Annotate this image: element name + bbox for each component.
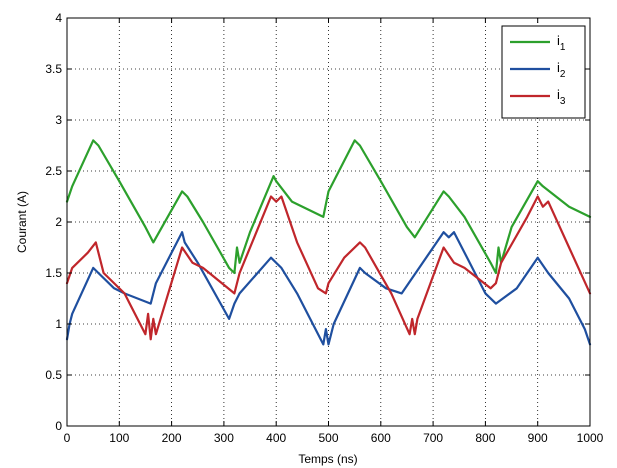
x-tick-label: 400: [266, 431, 286, 445]
y-tick-label: 4: [55, 11, 62, 25]
y-tick-label: 1.5: [45, 266, 62, 280]
y-tick-label: 3.5: [45, 62, 62, 76]
series-line-i2: [65, 231, 592, 346]
legend-label-i2: i2: [557, 60, 566, 80]
x-tick-label: 700: [423, 431, 443, 445]
x-tick-label: 200: [162, 431, 182, 445]
series-line-i3: [65, 195, 592, 341]
x-tick-label: 1000: [577, 431, 604, 445]
x-tick-label: 0: [64, 431, 71, 445]
legend-box: [501, 25, 586, 119]
x-tick-label: 800: [475, 431, 495, 445]
legend-label-i3: i3: [557, 87, 566, 107]
x-axis-title: Temps (ns): [298, 452, 357, 466]
y-tick-label: 2.5: [45, 164, 62, 178]
x-tick-label: 600: [371, 431, 391, 445]
y-tick-label: 3: [55, 113, 62, 127]
x-tick-label: 100: [109, 431, 129, 445]
x-tick-label: 300: [214, 431, 234, 445]
legend: i1 i2 i3: [501, 25, 586, 119]
x-tick-label: 500: [318, 431, 338, 445]
legend-label-i1: i1: [557, 33, 566, 53]
y-tick-label: 0: [55, 419, 62, 433]
y-axis-title: Courant (A): [15, 191, 29, 253]
x-tick-label: 900: [528, 431, 548, 445]
y-tick-label: 0.5: [45, 368, 62, 382]
y-tick-label: 1: [55, 317, 62, 331]
ticks: 0 100 200 300 400 500 600 700 800 900 1000 0 0.5 1 1.5…: [45, 11, 603, 445]
y-tick-label: 2: [55, 215, 62, 229]
series-layer: [65, 139, 592, 346]
series-line-i1: [65, 139, 592, 275]
